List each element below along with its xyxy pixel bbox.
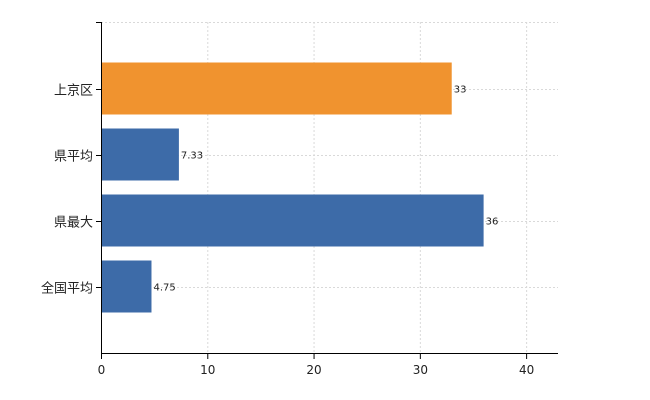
- bars: [101, 62, 484, 313]
- category-label-2: 県最大: [54, 216, 93, 231]
- bar-2: [101, 194, 484, 247]
- x-tick-label-20: 20: [306, 363, 321, 377]
- x-tick-label-40: 40: [519, 363, 534, 377]
- bar-value-label-1: 7.33: [181, 151, 203, 162]
- bar-value-label-3: 4.75: [153, 283, 175, 294]
- x-tick-label-10: 10: [200, 363, 215, 377]
- x-tick-label-0: 0: [98, 363, 106, 377]
- bar-value-label-0: 33: [454, 85, 467, 96]
- bar-1: [101, 128, 179, 181]
- x-tick-label-30: 30: [413, 363, 428, 377]
- axes: [96, 22, 558, 359]
- category-label-3: 全国平均: [41, 281, 93, 297]
- bar-value-label-2: 36: [486, 217, 499, 228]
- category-label-1: 県平均: [54, 150, 93, 165]
- category-label-0: 上京区: [54, 84, 93, 99]
- bar-3: [101, 260, 152, 313]
- bar-0: [101, 62, 452, 115]
